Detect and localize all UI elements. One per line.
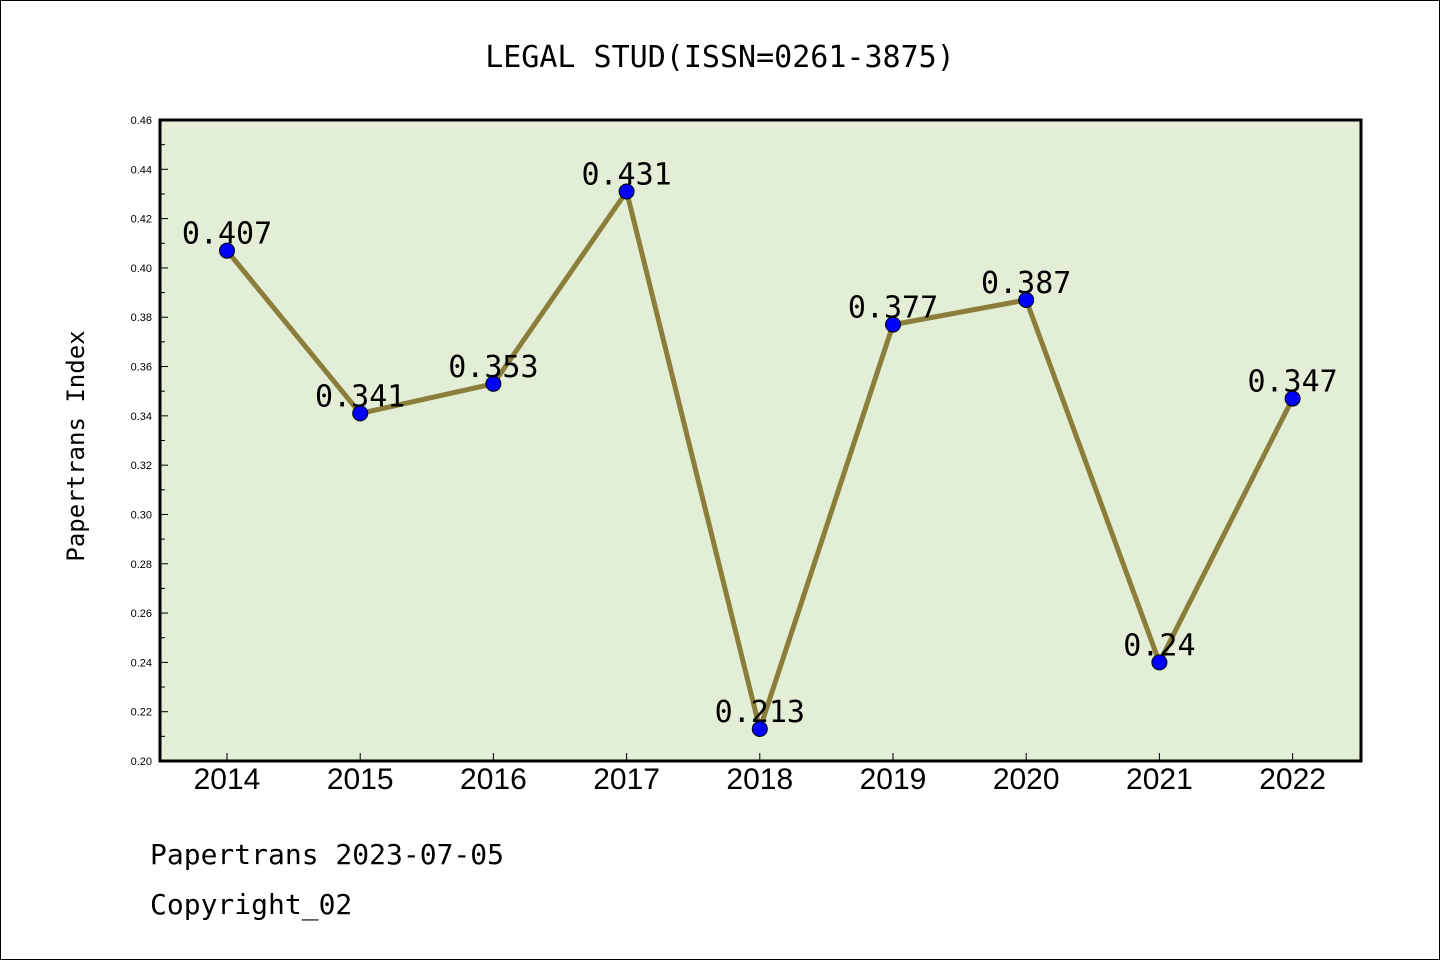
y-tick-label: 0.34 xyxy=(131,411,152,423)
plot-area xyxy=(158,118,1363,763)
data-label: 0.407 xyxy=(182,217,272,252)
x-tick-label: 2016 xyxy=(460,763,527,796)
y-tick-label: 0.28 xyxy=(131,559,152,571)
x-tick-label: 2022 xyxy=(1259,763,1326,796)
y-tick-label: 0.30 xyxy=(131,509,152,521)
y-axis-label: Papertrans Index xyxy=(62,330,90,561)
y-tick-label: 0.40 xyxy=(131,263,152,275)
y-tick-label: 0.46 xyxy=(131,115,152,127)
data-point-2016 xyxy=(485,375,502,392)
y-tick-label: 0.22 xyxy=(131,707,152,719)
data-point-2015 xyxy=(352,405,369,422)
chart-title: LEGAL STUD(ISSN=0261-3875) xyxy=(485,40,955,75)
x-tick-label: 2019 xyxy=(860,763,927,796)
x-tick-label: 2017 xyxy=(593,763,660,796)
data-point-2022 xyxy=(1284,390,1301,407)
y-tick-label: 0.24 xyxy=(131,657,152,669)
y-tick-label: 0.36 xyxy=(131,362,152,374)
footer-copyright: Copyright_02 xyxy=(150,888,352,922)
y-tick-label: 0.26 xyxy=(131,608,152,620)
data-label: 0.377 xyxy=(848,291,938,326)
x-tick-label: 2015 xyxy=(327,763,394,796)
series-line-group xyxy=(219,183,1301,737)
data-point-2020 xyxy=(1018,291,1035,308)
data-label-group: 0.407 0.341 0.353 0.431 0.213 0.377 0.387 0.24 0… xyxy=(182,157,1338,729)
data-label: 0.213 xyxy=(715,695,805,730)
y-tick-label: 0.20 xyxy=(131,756,152,768)
data-point-2014 xyxy=(219,242,235,259)
data-point-2021 xyxy=(1151,654,1168,671)
y-tick-label: 0.38 xyxy=(131,312,152,324)
x-axis: 2014 2015 2016 2017 2018 2019 2020 2021 2022 xyxy=(194,753,1326,796)
data-label: 0.347 xyxy=(1247,365,1337,400)
data-label: 0.353 xyxy=(448,350,538,385)
data-label: 0.24 xyxy=(1123,628,1195,663)
y-tick-label: 0.42 xyxy=(131,214,152,226)
data-point-2018 xyxy=(751,720,768,737)
y-axis: 0.20 0.22 0.24 0.26 0.28 0.30 0.32 0.34 0.36 0.38… xyxy=(131,115,168,768)
y-tick-label: 0.44 xyxy=(131,164,152,176)
data-label: 0.387 xyxy=(981,266,1071,301)
y-tick-label: 0.32 xyxy=(131,460,152,472)
x-tick-label: 2018 xyxy=(726,763,793,796)
x-tick-label: 2014 xyxy=(194,763,261,796)
x-tick-label: 2021 xyxy=(1126,763,1193,796)
data-point-2017 xyxy=(618,183,635,200)
x-tick-label: 2020 xyxy=(993,763,1060,796)
footer-date: Papertrans 2023-07-05 xyxy=(150,838,504,871)
data-point-2019 xyxy=(885,316,901,333)
data-label: 0.341 xyxy=(315,379,405,414)
data-label: 0.431 xyxy=(581,157,671,192)
